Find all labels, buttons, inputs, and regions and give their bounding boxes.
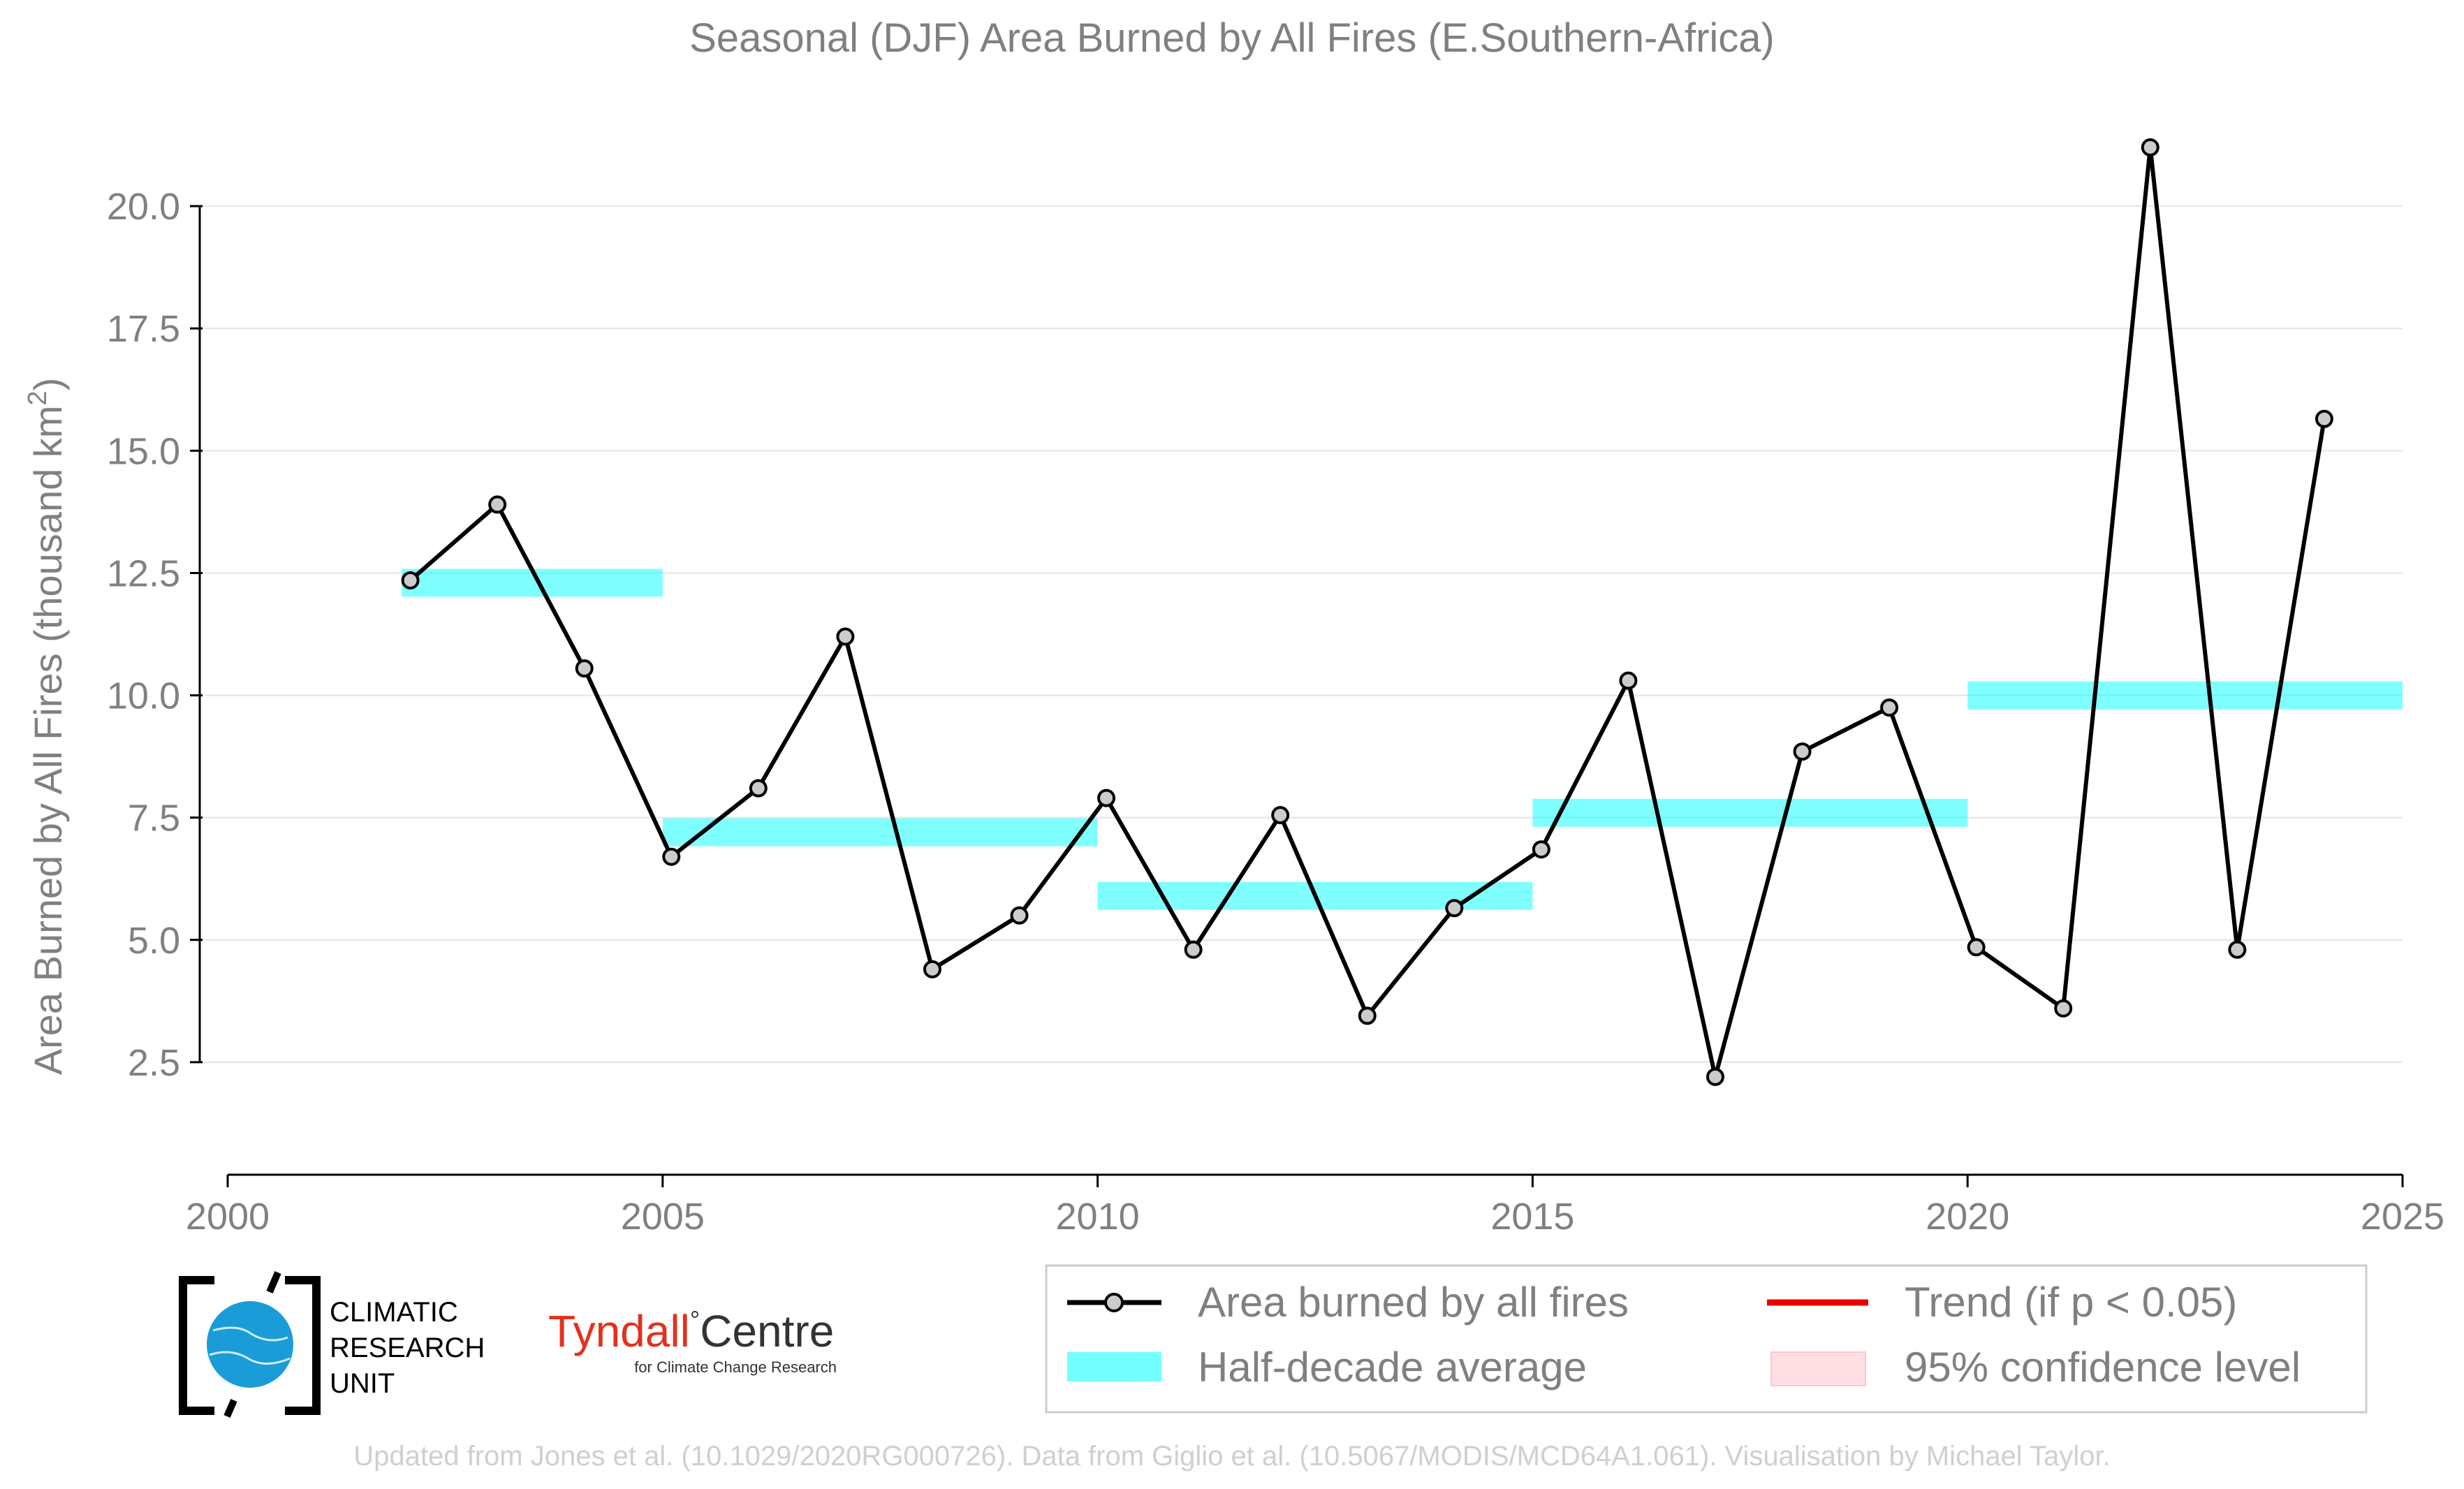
half-decade-average-band bbox=[1967, 681, 2403, 710]
data-point bbox=[1010, 906, 1029, 925]
tyndall-wordmark: Tyndall°Centre bbox=[548, 1305, 834, 1356]
data-point bbox=[1184, 940, 1203, 959]
half-decade-average-band bbox=[1532, 798, 1968, 827]
legend-item-confidence: 95% confidence level bbox=[1905, 1344, 2301, 1391]
data-point bbox=[1967, 938, 1986, 957]
y-tick-label: 17.5 bbox=[107, 308, 180, 350]
data-point bbox=[1706, 1067, 1724, 1086]
y-tick-label: 15.0 bbox=[107, 430, 180, 472]
x-tick-label: 2000 bbox=[186, 1196, 270, 1238]
y-tick-label: 10.0 bbox=[107, 675, 180, 717]
cru-bracket-right bbox=[285, 1276, 321, 1415]
tyndall-logo: Tyndall°Centre for Climate Change Resear… bbox=[548, 1305, 837, 1376]
data-point bbox=[662, 847, 681, 866]
data-point bbox=[1445, 899, 1464, 918]
cru-bracket-left bbox=[179, 1276, 214, 1415]
data-point bbox=[2315, 409, 2333, 428]
cru-text-line3: UNIT bbox=[330, 1368, 395, 1399]
cru-text-line2: RESEARCH bbox=[330, 1333, 485, 1363]
data-point bbox=[1097, 788, 1116, 807]
data-point bbox=[749, 779, 768, 798]
x-tick-label: 2025 bbox=[2361, 1196, 2444, 1238]
data-point bbox=[1619, 671, 1638, 690]
chart-title: Seasonal (DJF) Area Burned by All Fires … bbox=[689, 15, 1775, 61]
data-point bbox=[575, 659, 594, 678]
globe-icon bbox=[207, 1301, 293, 1388]
legend: Area burned by all fires Trend (if p < 0… bbox=[1045, 1264, 2368, 1414]
cru-slash-bottom bbox=[223, 1399, 237, 1418]
legend-band-swatch bbox=[1067, 1352, 1161, 1381]
x-tick-label: 2020 bbox=[1926, 1196, 2009, 1238]
x-tick-label: 2010 bbox=[1056, 1196, 1140, 1238]
x-tick-label: 2015 bbox=[1490, 1196, 1574, 1238]
tyndall-subtitle: for Climate Change Research bbox=[634, 1358, 837, 1376]
data-point bbox=[1880, 698, 1899, 717]
data-point bbox=[836, 627, 855, 646]
data-series bbox=[401, 138, 2333, 1086]
half-decade-averages bbox=[402, 569, 2403, 910]
legend-frame bbox=[1045, 1264, 2368, 1414]
y-tick-label: 7.5 bbox=[128, 798, 180, 839]
legend-item-area-burned: Area burned by all fires bbox=[1198, 1279, 1629, 1326]
data-point bbox=[488, 495, 507, 514]
x-tick-label: 2005 bbox=[621, 1196, 705, 1238]
y-tick-label: 2.5 bbox=[128, 1042, 180, 1084]
globe-wave-1 bbox=[212, 1326, 288, 1342]
y-tick-label: 5.0 bbox=[128, 920, 180, 962]
data-point bbox=[2228, 940, 2247, 959]
data-point bbox=[401, 571, 420, 589]
footer-credits: Updated from Jones et al. (10.1029/2020R… bbox=[353, 1441, 2110, 1472]
legend-ci-swatch bbox=[1770, 1351, 1866, 1386]
cru-logo: CLIMATIC RESEARCH UNIT bbox=[179, 1271, 485, 1418]
series-line bbox=[409, 145, 2326, 1079]
axes: 2.5 5.0 7.5 10.0 12.5 15.0 17.5 20.0 2000 2005 201… bbox=[107, 186, 2444, 1238]
legend-marker-swatch bbox=[1104, 1293, 1124, 1312]
legend-item-half-decade: Half-decade average bbox=[1198, 1344, 1587, 1391]
data-point bbox=[923, 960, 941, 978]
y-tick-label: 20.0 bbox=[107, 186, 180, 228]
data-point bbox=[1532, 840, 1550, 859]
globe-wave-2 bbox=[209, 1351, 291, 1365]
data-point bbox=[2054, 999, 2073, 1018]
data-point bbox=[2141, 138, 2159, 157]
data-point bbox=[1793, 742, 1812, 761]
half-decade-average-band bbox=[662, 818, 1098, 846]
cru-text-line1: CLIMATIC bbox=[330, 1297, 458, 1328]
legend-item-trend: Trend (if p < 0.05) bbox=[1905, 1279, 2237, 1326]
cru-slash-top bbox=[266, 1271, 281, 1293]
y-tick-label: 12.5 bbox=[107, 552, 180, 594]
y-axis-label: Area Burned by All Fires (thousand km2) bbox=[23, 378, 70, 1075]
data-point bbox=[1271, 806, 1290, 825]
data-point bbox=[1358, 1006, 1377, 1025]
